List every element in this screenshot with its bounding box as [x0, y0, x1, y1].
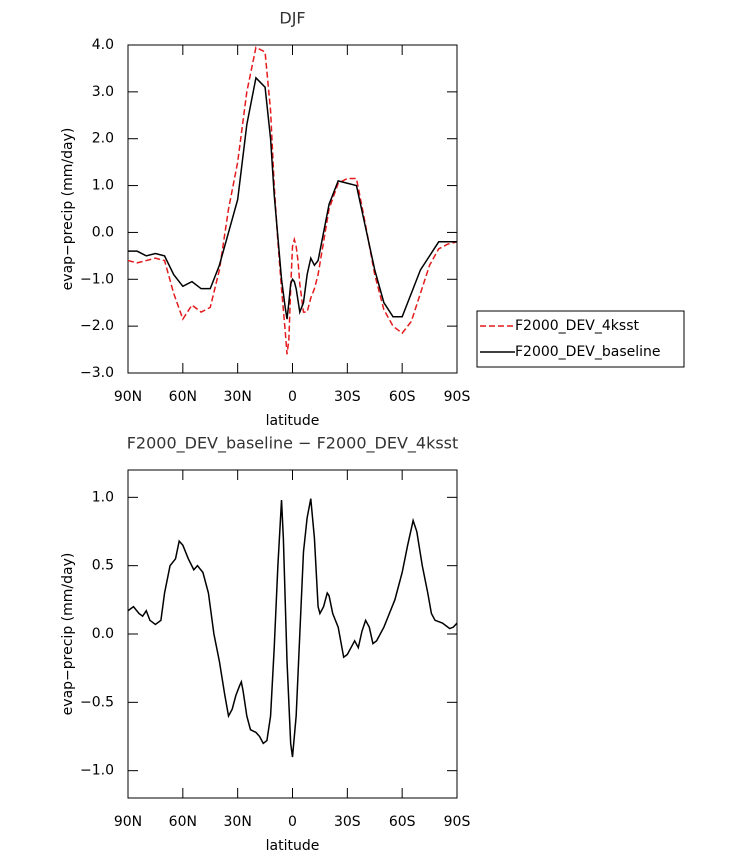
y-tick-label: 3.0 — [92, 84, 114, 100]
y-tick-label: 0.0 — [92, 626, 114, 642]
y-axis-label: evap−precip (mm/day) — [60, 553, 76, 716]
legend-label: F2000_DEV_4ksst — [515, 318, 639, 334]
y-tick-label: 0.0 — [92, 224, 114, 240]
x-tick-label: 90N — [114, 814, 142, 830]
x-tick-label: 60N — [169, 814, 197, 830]
y-tick-label: 4.0 — [92, 37, 114, 53]
x-axis-label: latitude — [266, 413, 320, 429]
y-tick-label: −0.5 — [80, 694, 114, 710]
x-tick-label: 60S — [389, 389, 416, 405]
chart-title: F2000_DEV_baseline − F2000_DEV_4ksst — [127, 434, 459, 454]
chart-title: DJF — [279, 9, 305, 28]
x-tick-label: 60S — [389, 814, 416, 830]
y-tick-label: −1.0 — [80, 763, 114, 779]
y-tick-label: −1.0 — [80, 271, 114, 287]
x-tick-label: 30S — [334, 814, 361, 830]
legend-box — [476, 310, 685, 368]
x-tick-label: 60N — [169, 389, 197, 405]
y-tick-label: −2.0 — [80, 318, 114, 334]
x-tick-label: 30N — [224, 814, 252, 830]
x-axis-label: latitude — [266, 838, 320, 854]
x-tick-label: 0 — [288, 814, 297, 830]
x-tick-label: 90N — [114, 389, 142, 405]
y-tick-label: 1.0 — [92, 178, 114, 194]
y-tick-label: 1.0 — [92, 489, 114, 505]
x-tick-label: 30N — [224, 389, 252, 405]
x-tick-label: 30S — [334, 389, 361, 405]
data-line — [128, 76, 457, 320]
plot-frame — [127, 44, 458, 374]
y-tick-label: −3.0 — [80, 365, 114, 381]
x-tick-label: 90S — [444, 389, 471, 405]
y-tick-label: 0.5 — [92, 558, 114, 574]
y-tick-label: 2.0 — [92, 131, 114, 147]
x-tick-label: 0 — [288, 389, 297, 405]
data-line — [127, 46, 458, 355]
data-line — [127, 498, 458, 758]
legend-label: F2000_DEV_baseline — [515, 344, 661, 360]
x-tick-label: 90S — [444, 814, 471, 830]
y-axis-label: evap−precip (mm/day) — [60, 128, 76, 291]
